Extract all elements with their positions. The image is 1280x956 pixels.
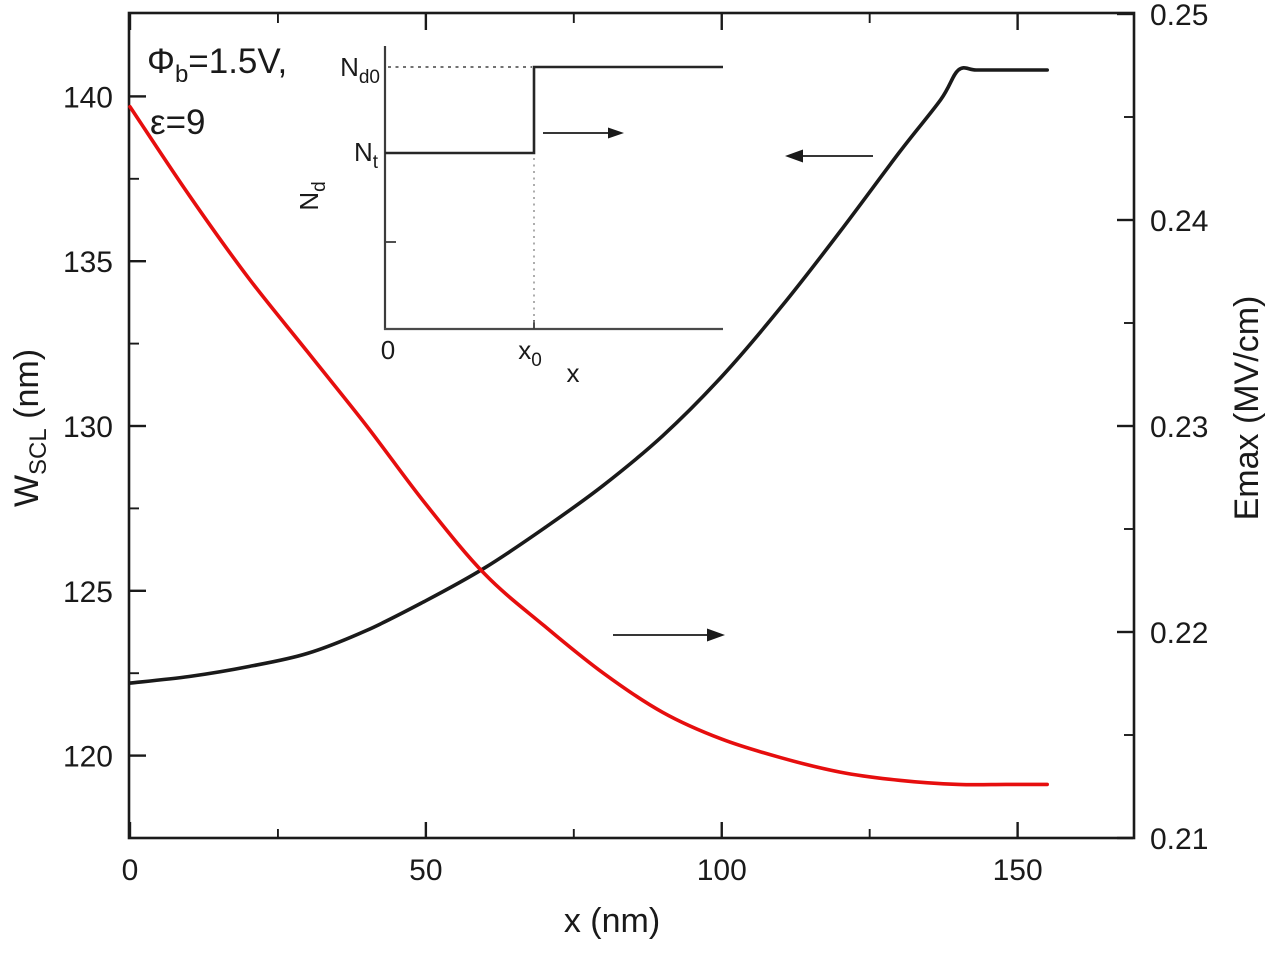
right-tick-label: 0.22: [1150, 617, 1208, 650]
right-y-axis-title: Emax (MV/cm): [1228, 296, 1266, 521]
inset-x-axis-title: x: [567, 358, 580, 388]
right-tick-label: 0.21: [1150, 823, 1208, 856]
annotation-epsilon: ε=9: [150, 103, 206, 142]
x-tick-label: 100: [697, 854, 747, 887]
curve-Emax: [128, 104, 1049, 787]
right-tick-label: 0.24: [1150, 205, 1208, 238]
data-curves: [128, 66, 1049, 787]
inset-doping-profile: Nd0 Nt Nd 0 x0 x: [294, 46, 723, 388]
right-tick-label: 0.23: [1150, 411, 1208, 444]
left-axis-arrow-icon: [785, 149, 873, 163]
right-axis-arrow-icon: [613, 628, 725, 642]
left-tick-label: 135: [63, 246, 113, 279]
left-tick-label: 140: [63, 81, 113, 114]
x-tick-label: 0: [122, 854, 139, 887]
x-tick-label: 50: [409, 854, 442, 887]
inset-x0-label: x0: [518, 335, 542, 371]
inset-step-profile-curve: [385, 65, 723, 155]
inset-level-nd0-label: Nd0: [340, 52, 380, 88]
left-tick-label: 120: [63, 741, 113, 774]
annotation-phi: Φb=1.5V,: [147, 42, 287, 88]
x-tick-label: 150: [993, 854, 1043, 887]
left-tick-label: 130: [63, 411, 113, 444]
left-y-axis-title: WSCL (nm): [8, 349, 52, 507]
axis-tick-labels: 0 50 100 150 120 125 130 135 140 0.21 0.22 0.23 0.24…: [63, 0, 1208, 887]
inset-step-direction-arrow-icon: [543, 127, 624, 139]
curve-W_SCL: [128, 66, 1049, 685]
x-axis-title: x (nm): [564, 902, 660, 940]
right-tick-label: 0.25: [1150, 0, 1208, 32]
inset-origin-label: 0: [381, 335, 395, 365]
plot-frame: [127, 11, 1136, 840]
inset-y-axis-title: Nd: [294, 181, 330, 210]
inset-level-nt-label: Nt: [354, 137, 379, 173]
axis-ticks: [128, 12, 1133, 840]
left-tick-label: 125: [63, 576, 113, 609]
